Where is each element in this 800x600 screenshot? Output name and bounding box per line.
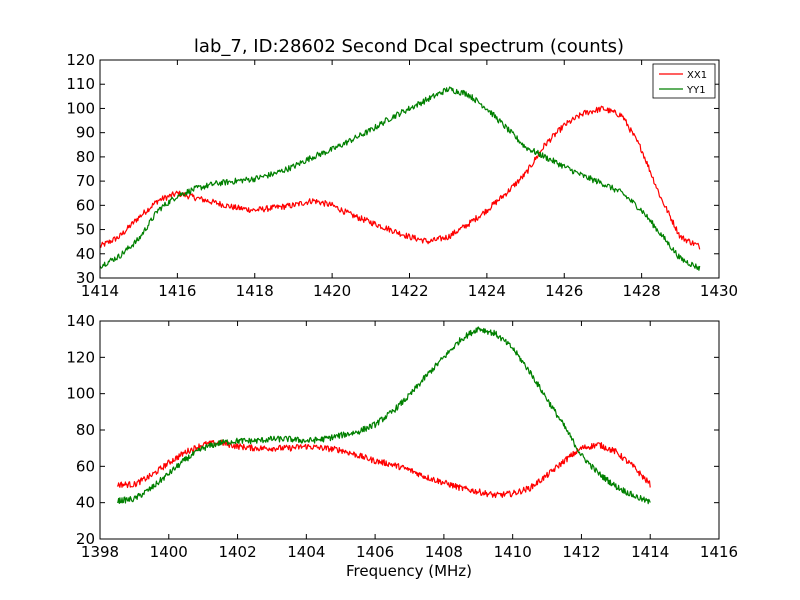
y-tick-label: 60: [76, 196, 95, 214]
x-tick-label: 1402: [218, 543, 256, 561]
series-line-yy1: [99, 86, 701, 271]
plot-frame: [99, 320, 720, 540]
y-tick-label: 40: [76, 494, 95, 512]
y-tick-label: 70: [76, 172, 95, 190]
chart-title: lab_7, ID:28602 Second Dcal spectrum (co…: [194, 36, 624, 57]
x-axis-label: Frequency (MHz): [346, 562, 472, 580]
x-tick-label: 1416: [158, 282, 196, 300]
y-tick-label: 80: [76, 421, 95, 439]
y-tick-label: 60: [76, 457, 95, 475]
x-tick-label: 1414: [81, 282, 119, 300]
legend-label: YY1: [686, 85, 706, 96]
series-line-green: [116, 326, 651, 505]
y-tick-label: 140: [66, 312, 95, 330]
legend-box: [652, 63, 716, 99]
y-tick-label: 20: [76, 530, 95, 548]
y-tick-label: 80: [76, 148, 95, 166]
y-tick-label: 90: [76, 124, 95, 142]
x-tick-label: 1408: [425, 543, 463, 561]
x-tick-label: 1426: [545, 282, 583, 300]
x-tick-label: 1422: [390, 282, 428, 300]
y-tick-label: 110: [66, 75, 95, 93]
x-tick-label: 1414: [631, 543, 669, 561]
x-tick-label: 1416: [700, 543, 738, 561]
x-tick-label: 1406: [356, 543, 394, 561]
x-tick-label: 1430: [700, 282, 738, 300]
legend-label: XX1: [687, 70, 707, 81]
x-tick-label: 1404: [287, 543, 325, 561]
plot-frame: [99, 59, 720, 279]
series-line-red: [116, 439, 651, 499]
y-tick-label: 30: [76, 269, 95, 287]
y-tick-label: 100: [66, 99, 95, 117]
x-tick-label: 1428: [623, 282, 661, 300]
y-tick-label: 120: [66, 348, 95, 366]
x-tick-label: 1412: [562, 543, 600, 561]
x-tick-label: 1424: [468, 282, 506, 300]
top-plot-axes: 1414 1416 1418 1420 1422 1424 1426 1428 1430 30 40…: [66, 51, 738, 300]
bottom-plot-axes: 1398 1400 1402 1404 1406 1408 1410 1412 1414 1416…: [66, 312, 738, 561]
x-tick-label: 1400: [150, 543, 188, 561]
x-tick-label: 1420: [313, 282, 351, 300]
y-tick-label: 40: [76, 245, 95, 263]
y-tick-label: 100: [66, 385, 95, 403]
x-tick-label: 1418: [236, 282, 274, 300]
y-tick-label: 50: [76, 221, 95, 239]
x-tick-label: 1398: [81, 543, 119, 561]
y-tick-label: 120: [66, 51, 95, 69]
series-line-xx1: [99, 105, 701, 250]
x-tick-label: 1410: [494, 543, 532, 561]
